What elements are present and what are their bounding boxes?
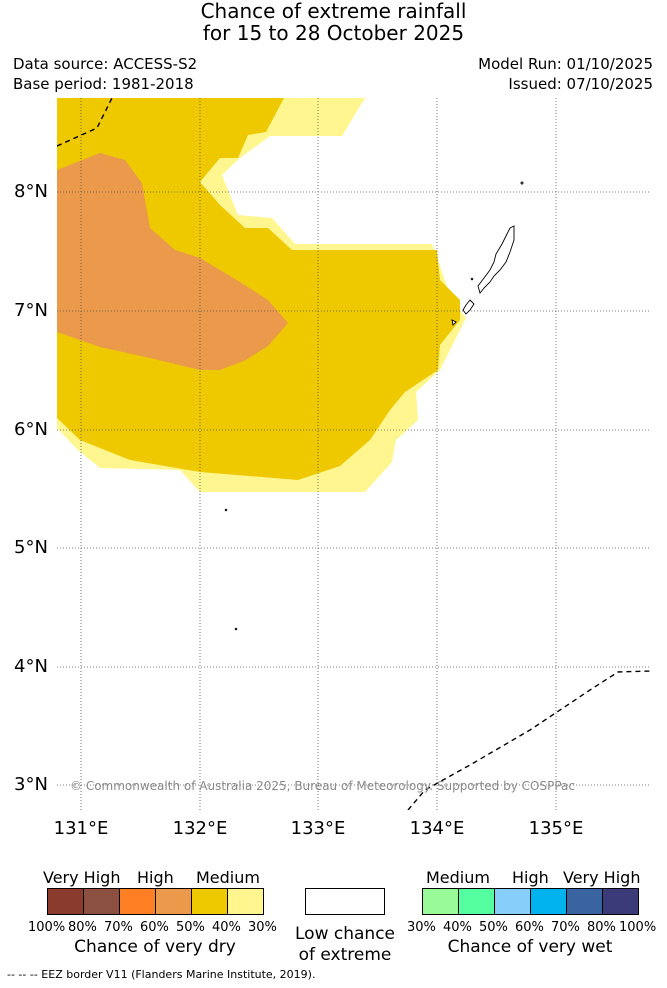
dry-pct-60: 60% xyxy=(140,920,169,935)
eez-footer-note: -- -- -- EEZ border V11 (Flanders Marine… xyxy=(7,968,316,981)
dry-pct-30: 30% xyxy=(248,920,277,935)
wet-pct-80: 80% xyxy=(587,920,616,935)
wet-pct-60: 60% xyxy=(515,920,544,935)
lat-tick-5n: 5°N xyxy=(14,537,48,558)
dry-swatch-60-70 xyxy=(119,888,156,915)
wet-pct-50: 50% xyxy=(479,920,508,935)
dry-legend-title: Chance of very dry xyxy=(74,937,236,957)
dry-very-high-label: Very High xyxy=(43,868,121,887)
lon-tick-134e: 134°E xyxy=(409,818,465,839)
map-credit: © Commonwealth of Australia 2025, Bureau… xyxy=(70,779,575,793)
dry-50-region xyxy=(57,98,460,480)
lat-tick-4n: 4°N xyxy=(14,656,48,677)
wet-swatch-70-80 xyxy=(566,888,603,915)
lon-tick-132e: 132°E xyxy=(172,818,228,839)
low-chance-label-2: of extreme xyxy=(298,945,392,965)
data-source: Data source: ACCESS-S2 xyxy=(13,55,198,73)
wet-legend-title: Chance of very wet xyxy=(447,937,613,957)
low-chance-swatch xyxy=(305,888,385,915)
wet-swatch-40-50 xyxy=(458,888,495,915)
wet-pct-40: 40% xyxy=(443,920,472,935)
map-title-line1: Chance of extreme rainfall xyxy=(200,0,467,23)
wet-high-label: High xyxy=(512,868,549,887)
wet-medium-label: Medium xyxy=(426,868,490,887)
issued-date: Issued: 07/10/2025 xyxy=(508,75,653,93)
rainfall-map xyxy=(57,98,650,810)
base-period: Base period: 1981-2018 xyxy=(13,75,194,93)
wet-swatch-50-60 xyxy=(494,888,531,915)
lon-tick-133e: 133°E xyxy=(290,818,346,839)
dry-swatch-70-80 xyxy=(83,888,120,915)
dry-pct-80: 80% xyxy=(68,920,97,935)
wet-pct-70: 70% xyxy=(551,920,580,935)
lat-tick-6n: 6°N xyxy=(14,419,48,440)
dry-60-region xyxy=(57,153,288,370)
wet-swatch-30-40 xyxy=(422,888,459,915)
wet-pct-100: 100% xyxy=(619,920,657,935)
dry-swatch-30-40 xyxy=(227,888,264,915)
dry-swatch-50-60 xyxy=(155,888,192,915)
dry-high-label: High xyxy=(137,868,174,887)
low-chance-label-1: Low chance xyxy=(295,924,395,944)
eez-border xyxy=(57,98,650,810)
dry-pct-50: 50% xyxy=(176,920,205,935)
palau-islands xyxy=(224,181,524,631)
wet-pct-30: 30% xyxy=(407,920,436,935)
lon-tick-135e: 135°E xyxy=(528,818,584,839)
dry-medium-label: Medium xyxy=(196,868,260,887)
dry-swatch-80-100 xyxy=(47,888,84,915)
lon-tick-131e: 131°E xyxy=(53,818,109,839)
dry-pct-100: 100% xyxy=(28,920,66,935)
map-title-line2: for 15 to 28 October 2025 xyxy=(202,21,465,45)
dry-swatch-40-50 xyxy=(191,888,228,915)
dry-pct-40: 40% xyxy=(212,920,241,935)
model-run: Model Run: 01/10/2025 xyxy=(478,55,653,73)
lat-tick-3n: 3°N xyxy=(14,774,48,795)
dry-pct-70: 70% xyxy=(104,920,133,935)
wet-very-high-label: Very High xyxy=(563,868,641,887)
lat-tick-7n: 7°N xyxy=(14,300,48,321)
lat-tick-8n: 8°N xyxy=(14,181,48,202)
wet-swatch-80-100 xyxy=(602,888,639,915)
wet-swatch-60-70 xyxy=(530,888,567,915)
